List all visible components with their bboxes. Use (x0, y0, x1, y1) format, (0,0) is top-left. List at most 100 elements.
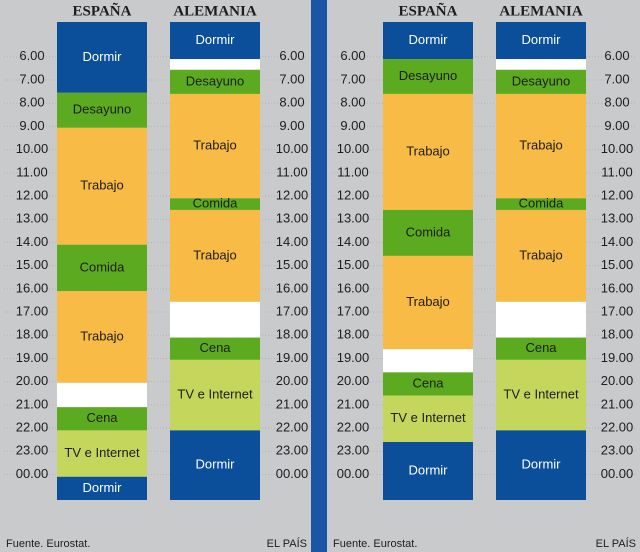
time-label: 22.00 (16, 420, 49, 435)
time-block (496, 93, 586, 199)
time-block (383, 372, 473, 396)
time-label: 7.00 (340, 71, 365, 86)
time-block (170, 93, 260, 199)
time-label: 13.00 (16, 211, 49, 226)
block-label: Dormir (522, 32, 562, 47)
time-block (383, 255, 473, 350)
time-block (496, 198, 586, 210)
time-block (57, 291, 147, 383)
block-label: Dormir (83, 480, 123, 495)
time-label: 12.00 (337, 187, 370, 202)
time-block (496, 22, 586, 60)
time-label: 7.00 (19, 71, 44, 86)
time-label: 21.00 (16, 396, 49, 411)
time-label: 9.00 (340, 118, 365, 133)
time-block (170, 359, 260, 431)
block-label: TV e Internet (177, 387, 253, 402)
time-label: 11.00 (16, 164, 48, 179)
block-label: Trabajo (80, 328, 124, 343)
time-block (496, 59, 586, 70)
time-block (57, 22, 147, 93)
time-label: 15.00 (16, 257, 49, 272)
time-label: 12.00 (16, 187, 49, 202)
brand: EL PAÍS (267, 537, 307, 550)
source: Fuente. Eurostat. (6, 538, 90, 550)
time-label: 23.00 (16, 443, 49, 458)
time-label: 19.00 (16, 350, 49, 365)
time-label: 6.00 (279, 48, 304, 63)
time-block (57, 244, 147, 292)
block-label: Desayuno (399, 68, 458, 83)
time-block (170, 59, 260, 70)
time-label: 8.00 (19, 95, 44, 110)
time-label: 15.00 (337, 257, 370, 272)
time-label: 18.00 (601, 327, 634, 342)
block-label: Trabajo (406, 143, 450, 158)
block-label: Trabajo (80, 178, 124, 193)
block-label: Trabajo (193, 138, 237, 153)
block-label: Trabajo (406, 294, 450, 309)
time-label: 22.00 (601, 420, 634, 435)
divider (311, 0, 327, 552)
time-block (170, 69, 260, 94)
time-label: 00.00 (337, 466, 370, 481)
time-label: 6.00 (340, 48, 365, 63)
time-label: 9.00 (604, 118, 629, 133)
block-label: Dormir (409, 32, 449, 47)
block-label: Comida (193, 196, 239, 211)
time-label: 18.00 (337, 327, 370, 342)
time-label: 17.00 (276, 303, 309, 318)
time-block (57, 430, 147, 477)
time-block (57, 382, 147, 408)
block-label: TV e Internet (64, 445, 140, 460)
time-label: 14.00 (601, 234, 634, 249)
time-label: 22.00 (337, 420, 370, 435)
time-block (170, 430, 260, 500)
time-label: 23.00 (276, 443, 309, 458)
time-label: 7.00 (279, 71, 304, 86)
time-label: 21.00 (276, 396, 309, 411)
time-block (383, 22, 473, 60)
block-label: Dormir (196, 457, 236, 472)
time-block (383, 441, 473, 500)
time-block (383, 93, 473, 210)
block-label: Comida (519, 196, 565, 211)
time-label: 00.00 (276, 466, 309, 481)
time-label: 17.00 (337, 303, 370, 318)
time-label: 16.00 (276, 280, 309, 295)
time-label: 6.00 (604, 48, 629, 63)
time-label: 13.00 (337, 211, 370, 226)
block-label: Desayuno (73, 102, 132, 117)
block-label: Dormir (409, 462, 449, 477)
time-block (170, 209, 260, 302)
time-label: 00.00 (16, 466, 49, 481)
time-label: 16.00 (16, 280, 49, 295)
time-label: 20.00 (16, 373, 49, 388)
block-label: Cena (199, 340, 231, 355)
time-label: 12.00 (276, 187, 309, 202)
block-label: Cena (412, 375, 444, 390)
time-label: 19.00 (337, 350, 370, 365)
time-label: 8.00 (340, 95, 365, 110)
block-label: TV e Internet (390, 410, 466, 425)
time-block (383, 349, 473, 373)
block-label: Trabajo (193, 247, 237, 262)
time-label: 22.00 (276, 420, 309, 435)
time-label: 10.00 (601, 141, 634, 156)
time-block (170, 198, 260, 210)
block-label: Dormir (522, 457, 562, 472)
time-label: 17.00 (601, 303, 634, 318)
block-label: TV e Internet (503, 387, 579, 402)
time-label: 9.00 (279, 118, 304, 133)
time-label: 11.00 (337, 164, 369, 179)
time-block (170, 337, 260, 360)
time-block (57, 92, 147, 128)
time-block (496, 69, 586, 94)
block-label: Dormir (196, 32, 236, 47)
block-label: Comida (80, 259, 126, 274)
column-title: ALEMANIA (173, 3, 257, 19)
time-label: 17.00 (16, 303, 49, 318)
time-label: 21.00 (337, 396, 370, 411)
time-block (383, 395, 473, 442)
block-label: Trabajo (519, 247, 563, 262)
